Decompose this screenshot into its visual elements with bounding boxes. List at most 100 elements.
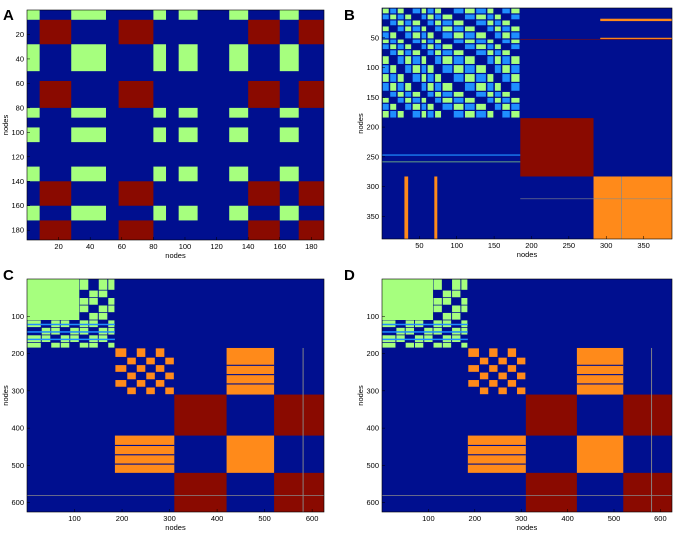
heatmap-cell [453,20,464,26]
heatmap-cell [405,83,412,91]
heatmap-cell [382,8,389,14]
heatmap-cell [487,83,494,91]
heatmap-cell [507,380,517,387]
heatmap-cell [476,14,486,20]
heatmap-cell [390,103,397,110]
heatmap-cell [435,39,442,44]
heatmap-cell [405,20,412,26]
heatmap-cell [39,220,72,240]
heatmap-cell [442,312,452,320]
x-axis-label: nodes [517,523,538,532]
heatmap-cell [165,372,174,380]
heatmap-cell [502,8,510,14]
stripe [114,463,175,465]
panel-letter: A [3,7,14,24]
y-tick-label: 300 [366,182,379,191]
block-orange [226,347,275,395]
heatmap-cell [70,335,79,343]
heatmap-cell [98,335,108,343]
heatmap-cell [397,8,404,14]
heatmap-cell [464,83,475,91]
heatmap-cell [414,335,424,343]
heatmap-cell [464,103,475,110]
y-tick-label: 500 [366,461,379,470]
heatmap-cell [464,97,475,103]
heatmap-cell [298,181,324,206]
heatmap-cell [502,97,510,103]
heatmap-cell [390,20,397,26]
heatmap-cell [115,348,127,357]
stripe [382,154,521,156]
heatmap-cell [79,298,89,305]
heatmap-cell [421,39,427,44]
heatmap-cell [421,74,427,82]
x-tick-label: 100 [68,514,81,523]
x-tick-label: 100 [179,242,192,251]
heatmap-cell [507,365,517,372]
heatmap-cell [452,305,461,313]
heatmap-cell [229,127,249,143]
heatmap-cell [279,127,299,143]
heatmap-cell [412,8,421,14]
x-tick-label: 180 [305,242,318,251]
heatmap-cell [511,8,520,14]
heatmap-cell [421,83,427,91]
heatmap-cell [453,65,464,73]
heatmap-cell [71,107,106,118]
heatmap-cell [476,110,486,118]
block-darkred [274,472,324,512]
heatmap-cell [511,83,520,91]
stripe [467,454,526,456]
x-axis-label: nodes [517,250,538,259]
x-tick-label: 300 [515,514,528,523]
heatmap-cell [397,39,404,44]
block-darkred [520,118,594,177]
heatmap-cell [146,357,155,365]
heatmap-cell [27,205,40,221]
block-green [382,279,434,321]
heatmap-cell [427,39,434,44]
heatmap-cell [71,205,106,221]
heatmap-cell [108,279,115,290]
stripe [114,454,175,456]
heatmap-cell [412,20,421,26]
heatmap-cell [229,10,249,20]
heatmap-cell [279,10,299,20]
x-tick-label: 200 [469,514,482,523]
heatmap-cell [494,32,501,39]
y-tick-label: 20 [16,30,24,39]
heatmap-cell [435,110,442,118]
heatmap-cell [89,312,98,320]
heatmap-cell [487,74,494,82]
heatmap-cell [452,279,461,290]
heatmap-cell [229,44,249,72]
panel-letter: D [344,267,355,284]
heatmap-cell [89,335,98,343]
heatmap-cell [397,44,404,50]
stripe [467,444,526,447]
heatmap-cell [405,65,412,73]
y-tick-label: 180 [11,226,24,235]
heatmap-cell [427,20,434,26]
heatmap-cell [89,298,98,305]
y-tick-label: 60 [16,79,24,88]
heatmap-cell [178,127,198,143]
heatmap-cell [511,74,520,82]
heatmap-cell [453,26,464,32]
heatmap-cell [382,56,389,64]
y-tick-label: 400 [11,424,24,433]
heatmap-cell [405,32,412,39]
heatmap-cell [153,10,167,20]
heatmap-cell [397,97,404,103]
heatmap-cell [427,65,434,73]
heatmap-cell [435,74,442,82]
x-tick-label: 120 [210,242,223,251]
heatmap-cell [453,8,464,14]
heatmap-cell [248,80,280,108]
heatmap-cell [127,387,136,395]
heatmap-cell [405,56,412,64]
heatmap-cell [136,348,146,357]
panel-letter: B [344,7,355,24]
heatmap-cell [118,181,154,206]
heatmap-cell [502,50,510,56]
